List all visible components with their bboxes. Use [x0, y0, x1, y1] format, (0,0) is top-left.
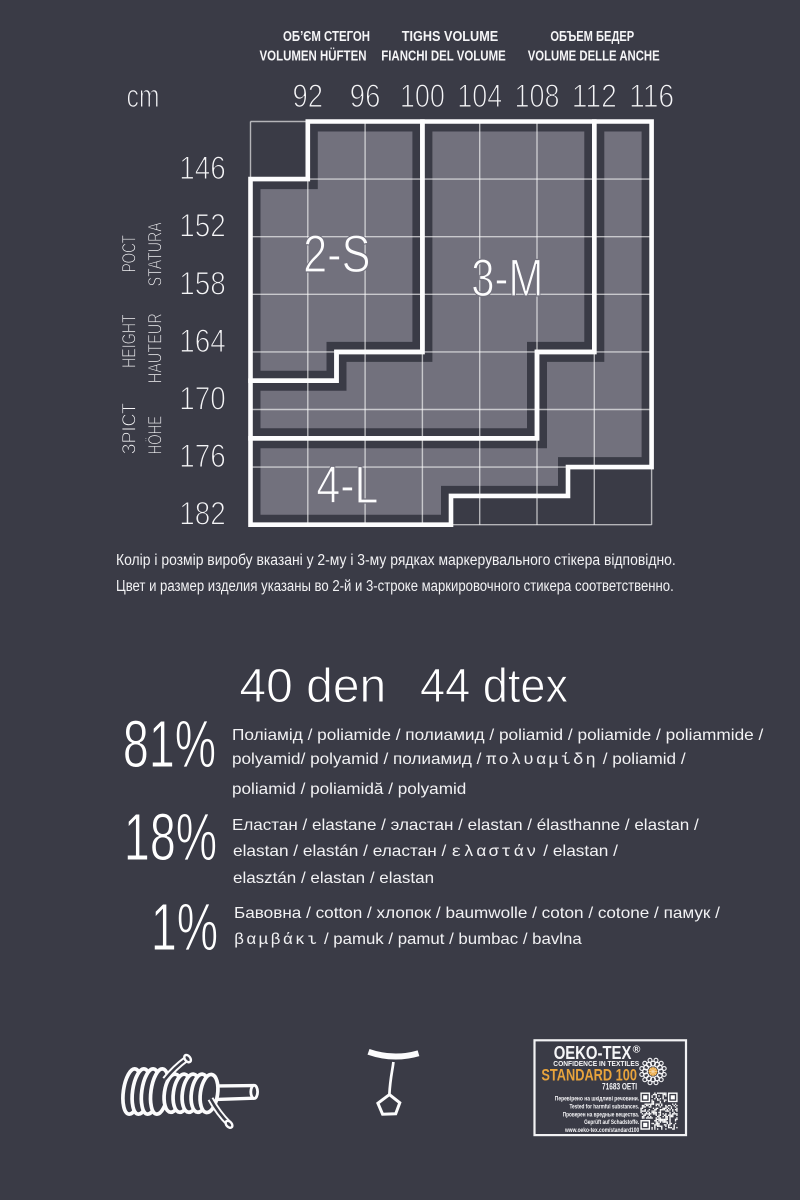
svg-text:96: 96 — [350, 78, 381, 114]
svg-text:158: 158 — [179, 265, 226, 301]
svg-text:OEKO-TEX: OEKO-TEX — [554, 1042, 632, 1063]
svg-text:Geprüft auf Schadstoffe.: Geprüft auf Schadstoffe. — [584, 1119, 639, 1126]
svg-text:Tested for harmful substances.: Tested for harmful substances. — [570, 1103, 640, 1110]
svg-text:TIGHS VOLUME: TIGHS VOLUME — [402, 29, 499, 45]
svg-text:HAUTEUR: HAUTEUR — [146, 313, 167, 383]
svg-text:ОБ’ЄМ СТЕГОН: ОБ’ЄМ СТЕГОН — [283, 29, 370, 45]
svg-text:®: ® — [633, 1044, 641, 1056]
svg-text:170: 170 — [179, 381, 226, 417]
svg-text:cm: cm — [127, 78, 160, 114]
svg-text:РОСТ: РОСТ — [119, 235, 140, 273]
svg-text:182: 182 — [179, 496, 226, 532]
svg-text:Перевірено на шкідливі речовин: Перевірено на шкідливі речовини. — [555, 1095, 639, 1103]
svg-text:ОБЪЕМ БЕДЕР: ОБЪЕМ БЕДЕР — [550, 29, 634, 45]
svg-text:HÖHE: HÖHE — [146, 416, 167, 455]
svg-text:3-M: 3-M — [471, 249, 543, 308]
svg-text:100: 100 — [400, 78, 445, 114]
svg-text:176: 176 — [179, 438, 226, 474]
svg-text:CONFIDENCE IN TEXTILES: CONFIDENCE IN TEXTILES — [553, 1059, 639, 1068]
svg-text:92: 92 — [293, 78, 324, 114]
svg-text:Проверен на вредные вещества.: Проверен на вредные вещества. — [563, 1111, 639, 1118]
svg-text:116: 116 — [629, 78, 674, 114]
svg-text:STATURA: STATURA — [146, 222, 167, 286]
svg-text:FIANCHI DEL VOLUME: FIANCHI DEL VOLUME — [381, 48, 506, 64]
svg-text:www.oeko-tex.com/standard100: www.oeko-tex.com/standard100 — [564, 1127, 639, 1134]
svg-text:2-S: 2-S — [303, 225, 370, 284]
svg-text:VOLUMEN HÜFTEN: VOLUMEN HÜFTEN — [260, 47, 367, 64]
svg-text:146: 146 — [179, 150, 226, 186]
svg-text:ЗРІСТ: ЗРІСТ — [119, 403, 140, 455]
svg-text:4-L: 4-L — [316, 456, 378, 515]
svg-text:71683 OETI: 71683 OETI — [602, 1081, 637, 1091]
svg-text:104: 104 — [457, 78, 502, 114]
svg-text:HEIGHT: HEIGHT — [119, 314, 140, 368]
svg-text:112: 112 — [572, 78, 617, 114]
svg-text:108: 108 — [515, 78, 560, 114]
svg-text:152: 152 — [179, 208, 226, 244]
svg-text:164: 164 — [179, 323, 226, 359]
svg-text:VOLUME DELLE ANCHE: VOLUME DELLE ANCHE — [528, 48, 660, 64]
svg-text:STANDARD 100: STANDARD 100 — [541, 1065, 637, 1084]
